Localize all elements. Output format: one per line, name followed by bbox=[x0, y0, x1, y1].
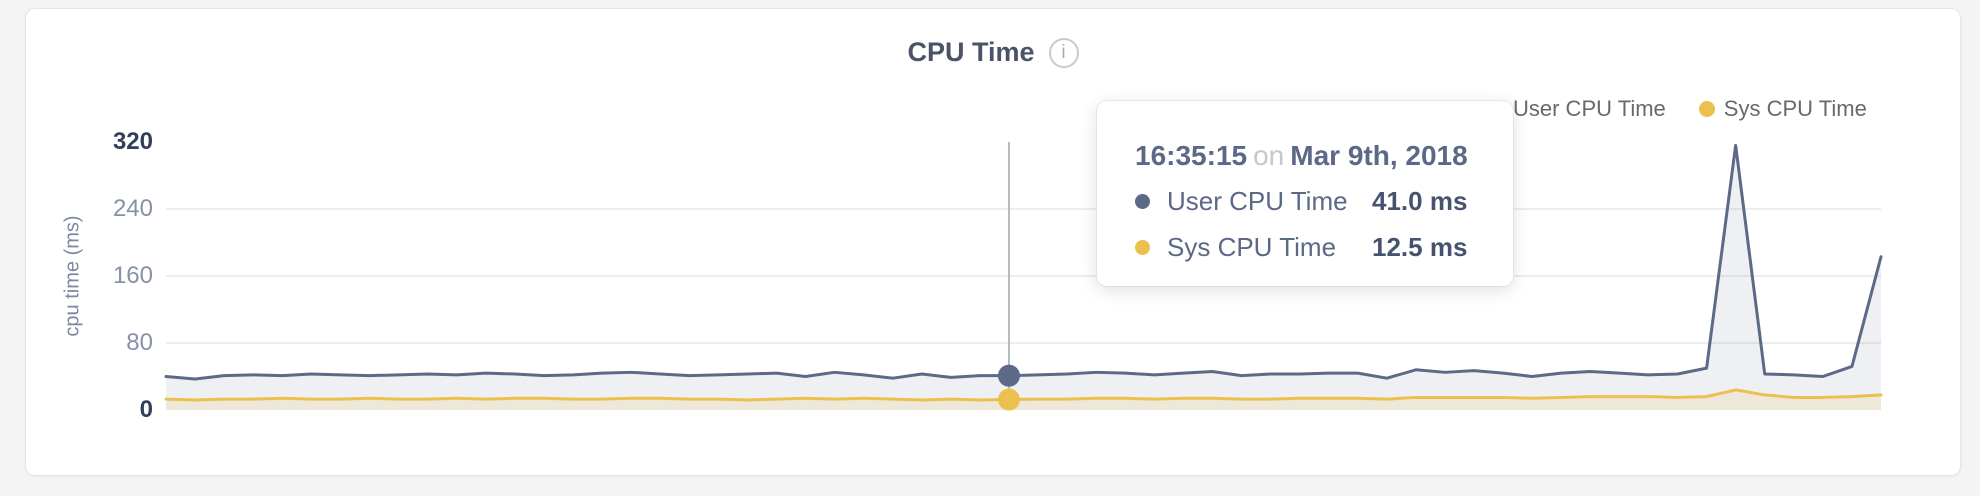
y-tick-label: 80 bbox=[126, 329, 153, 356]
legend-item-sys-cpu-time[interactable]: Sys CPU Time bbox=[1698, 96, 1867, 122]
tooltip-time: 16:35:15 bbox=[1135, 140, 1248, 171]
chart-header: CPU Time i bbox=[26, 37, 1960, 68]
tooltip-dot-0 bbox=[1135, 194, 1150, 209]
y-axis-title: cpu time (ms) bbox=[61, 215, 84, 337]
tooltip-value-user-cpu-time: 41.0 ms bbox=[1372, 186, 1468, 216]
tooltip-date: Mar 9th, 2018 bbox=[1290, 140, 1468, 171]
legend-label-user-cpu-time: User CPU Time bbox=[1513, 96, 1666, 121]
tooltip-label-user-cpu-time: User CPU Time bbox=[1167, 186, 1348, 216]
legend: User CPU Time Sys CPU Time bbox=[1488, 96, 1867, 122]
series-line bbox=[164, 388, 1883, 402]
y-tick-label: 160 bbox=[112, 262, 153, 289]
y-tick-label: 0 bbox=[139, 396, 153, 423]
series-line bbox=[164, 143, 1883, 381]
tooltip-label-sys-cpu-time: Sys CPU Time bbox=[1167, 232, 1337, 262]
area-fill bbox=[166, 389, 1881, 410]
tooltip-connector: on bbox=[1253, 140, 1285, 171]
chart-tooltip: 16:35:15 on Mar 9th, 2018 User CPU Time 41… bbox=[1097, 101, 1513, 286]
tooltip-row-user-cpu-time: User CPU Time 41.0 ms bbox=[1135, 186, 1513, 217]
area-fill bbox=[166, 145, 1881, 410]
legend-dot-1 bbox=[1698, 101, 1715, 117]
cpu-time-chart-card: CPU Time i User CPU Time Sys CPU Time cp… bbox=[25, 8, 1961, 476]
y-tick-label: 320 bbox=[112, 128, 153, 155]
chart-title: CPU Time bbox=[907, 37, 1035, 67]
info-icon[interactable]: i bbox=[1048, 37, 1079, 68]
tooltip-dot-1 bbox=[1135, 240, 1150, 255]
hover-marker[interactable] bbox=[997, 388, 1020, 411]
info-icon-glyph: i bbox=[1061, 41, 1066, 63]
tooltip-row-sys-cpu-time: Sys CPU Time 12.5 ms bbox=[1135, 232, 1513, 263]
chart-canvas[interactable] bbox=[26, 9, 1962, 477]
tooltip-value-sys-cpu-time: 12.5 ms bbox=[1372, 232, 1468, 262]
tooltip-header: 16:35:15 on Mar 9th, 2018 bbox=[1135, 141, 1513, 171]
legend-item-user-cpu-time[interactable]: User CPU Time bbox=[1488, 96, 1666, 122]
y-tick-label: 240 bbox=[112, 195, 153, 222]
legend-label-sys-cpu-time: Sys CPU Time bbox=[1723, 96, 1867, 121]
hover-marker[interactable] bbox=[997, 364, 1020, 387]
